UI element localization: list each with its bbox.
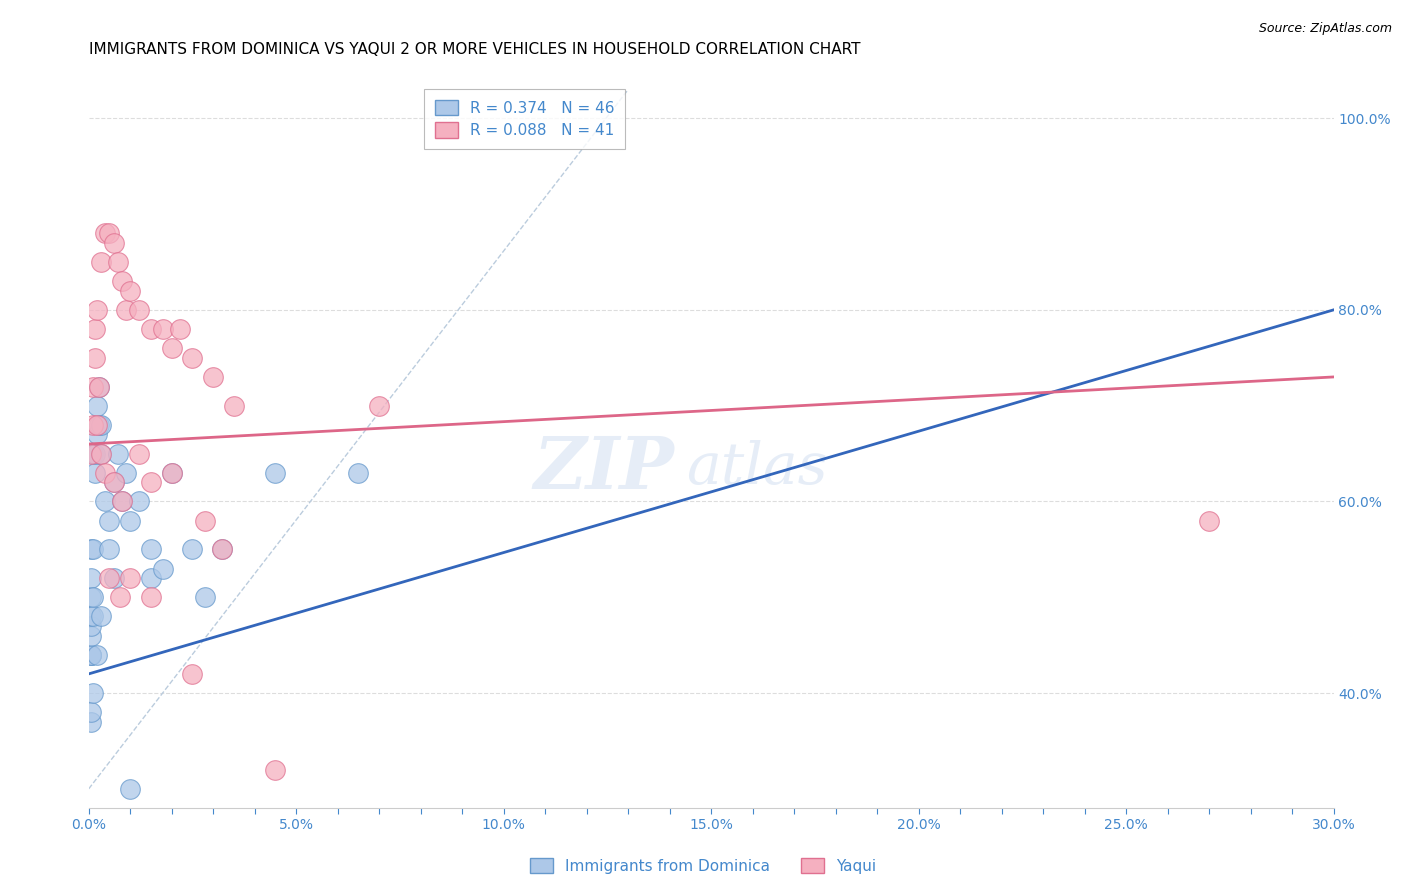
Point — [103, 475, 125, 490]
Point — [98, 227, 121, 241]
Point — [128, 446, 150, 460]
Point — [368, 399, 391, 413]
Point — [84, 446, 107, 460]
Point — [86, 417, 108, 432]
Point — [194, 591, 217, 605]
Point — [115, 466, 138, 480]
Point — [94, 494, 117, 508]
Point — [139, 475, 162, 490]
Point — [120, 514, 142, 528]
Point — [181, 666, 204, 681]
Point — [115, 302, 138, 317]
Point — [94, 466, 117, 480]
Point — [80, 648, 103, 662]
Point — [139, 571, 162, 585]
Point — [80, 609, 103, 624]
Point — [120, 571, 142, 585]
Point — [84, 322, 107, 336]
Point — [82, 446, 104, 460]
Point — [264, 763, 287, 777]
Point — [152, 561, 174, 575]
Point — [160, 466, 183, 480]
Point — [222, 399, 245, 413]
Legend: Immigrants from Dominica, Yaqui: Immigrants from Dominica, Yaqui — [524, 852, 882, 880]
Point — [160, 466, 183, 480]
Point — [87, 379, 110, 393]
Point — [211, 542, 233, 557]
Point — [160, 341, 183, 355]
Text: ZIP: ZIP — [533, 434, 673, 504]
Point — [128, 302, 150, 317]
Point — [84, 351, 107, 365]
Point — [111, 494, 134, 508]
Point — [82, 379, 104, 393]
Point — [1198, 514, 1220, 528]
Point — [107, 255, 129, 269]
Point — [82, 609, 104, 624]
Point — [139, 542, 162, 557]
Legend: R = 0.374   N = 46, R = 0.088   N = 41: R = 0.374 N = 46, R = 0.088 N = 41 — [423, 89, 624, 149]
Point — [87, 417, 110, 432]
Point — [90, 446, 112, 460]
Point — [80, 571, 103, 585]
Point — [139, 322, 162, 336]
Point — [80, 619, 103, 633]
Point — [103, 571, 125, 585]
Point — [181, 542, 204, 557]
Point — [181, 351, 204, 365]
Point — [120, 781, 142, 796]
Point — [169, 322, 191, 336]
Point — [80, 542, 103, 557]
Point — [194, 514, 217, 528]
Point — [103, 475, 125, 490]
Point — [80, 648, 103, 662]
Text: IMMIGRANTS FROM DOMINICA VS YAQUI 2 OR MORE VEHICLES IN HOUSEHOLD CORRELATION CH: IMMIGRANTS FROM DOMINICA VS YAQUI 2 OR M… — [89, 42, 860, 57]
Point — [98, 514, 121, 528]
Point — [86, 648, 108, 662]
Point — [82, 417, 104, 432]
Point — [264, 466, 287, 480]
Point — [90, 255, 112, 269]
Point — [98, 542, 121, 557]
Point — [103, 235, 125, 250]
Point — [84, 466, 107, 480]
Point — [80, 714, 103, 729]
Point — [98, 571, 121, 585]
Text: atlas: atlas — [686, 441, 828, 497]
Point — [80, 705, 103, 719]
Point — [90, 446, 112, 460]
Point — [107, 446, 129, 460]
Point — [128, 494, 150, 508]
Point — [82, 542, 104, 557]
Point — [347, 466, 370, 480]
Point — [90, 417, 112, 432]
Point — [87, 379, 110, 393]
Point — [86, 302, 108, 317]
Point — [111, 274, 134, 288]
Point — [86, 399, 108, 413]
Point — [202, 370, 225, 384]
Point — [80, 648, 103, 662]
Point — [80, 591, 103, 605]
Point — [80, 446, 103, 460]
Point — [111, 494, 134, 508]
Point — [86, 427, 108, 442]
Point — [80, 629, 103, 643]
Point — [120, 284, 142, 298]
Point — [82, 591, 104, 605]
Point — [152, 322, 174, 336]
Point — [94, 227, 117, 241]
Point — [211, 542, 233, 557]
Point — [139, 591, 162, 605]
Point — [82, 686, 104, 700]
Point — [90, 609, 112, 624]
Point — [108, 591, 131, 605]
Text: Source: ZipAtlas.com: Source: ZipAtlas.com — [1258, 22, 1392, 36]
